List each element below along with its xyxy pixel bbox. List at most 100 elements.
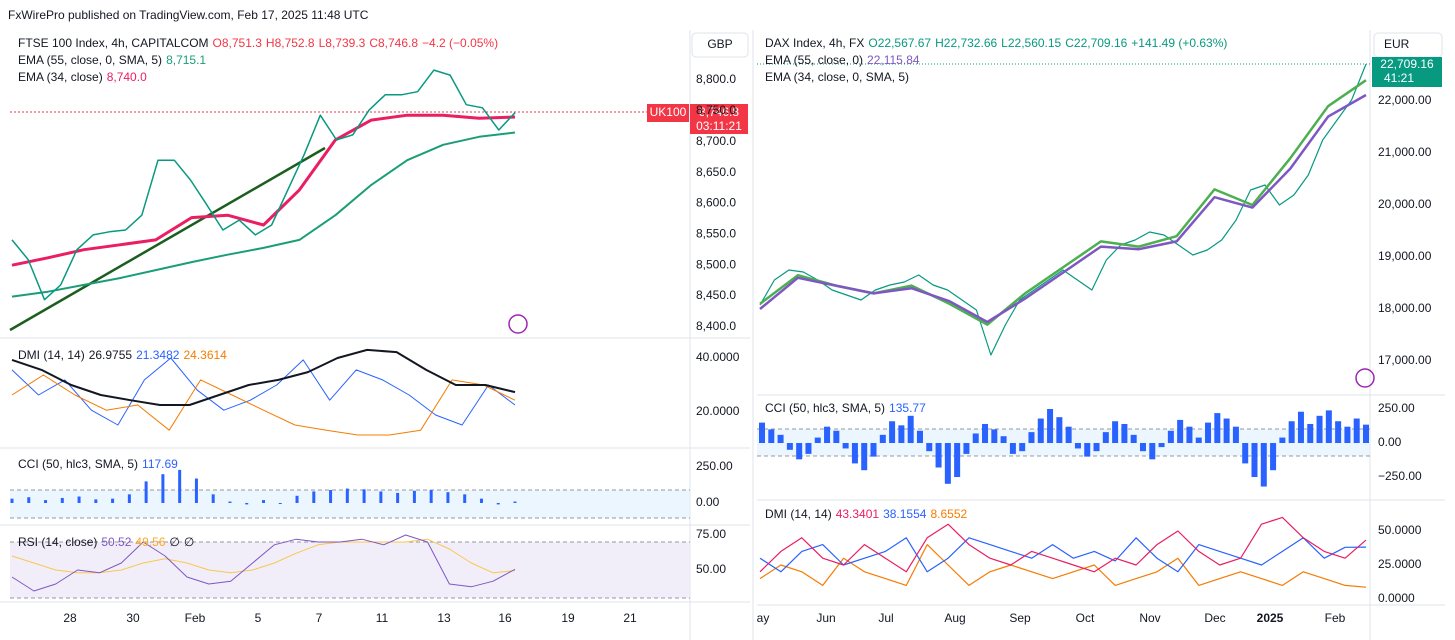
plus-line (759, 537, 1367, 573)
cci-legend: CCI (50, hlc3, SMA, 5) 135.77 (765, 401, 926, 415)
badge-price: 8,746.8 (699, 105, 739, 119)
symbol: FTSE 100 Index, 4h, CAPITALCOM (18, 36, 209, 50)
cci-bar (898, 425, 905, 444)
adx-value: 26.9755 (88, 348, 133, 362)
ema34-line (11, 113, 516, 267)
label: CCI (50, hlc3, SMA, 5) (18, 457, 139, 471)
x-tick-label: Sep (1009, 611, 1031, 625)
cci-legend: CCI (50, hlc3, SMA, 5) 117.69 (18, 457, 178, 471)
cci-bar (1251, 443, 1258, 478)
pane-separators (0, 337, 1445, 606)
cci-bar (1325, 410, 1332, 444)
y-tick-label: −250.00 (1378, 469, 1422, 483)
open: O8,751.3 (212, 36, 262, 50)
close: C22,709.16 (1065, 36, 1128, 50)
cci-bar (228, 501, 232, 503)
cci-bar (1074, 443, 1081, 449)
cci-band (10, 490, 690, 518)
ema-value: 8,715.1 (166, 53, 207, 67)
cci-bar (1344, 426, 1351, 444)
symbol: DAX Index, 4h, FX (765, 36, 865, 50)
legend: DAX Index, 4h, FX O22,567.67 H22,732.66 … (765, 36, 1227, 50)
cci-bar (907, 415, 914, 444)
cci-bar (982, 423, 989, 444)
y-tick-label: 50.00 (696, 562, 726, 576)
cci-bar (513, 501, 517, 503)
cci-bar (1205, 422, 1212, 444)
cci-bar (1149, 443, 1156, 460)
x-tick-label: Aug (944, 611, 965, 625)
x-tick-label: Feb (185, 611, 206, 625)
plus-value: 38.1554 (883, 507, 927, 521)
cci-bar (412, 490, 416, 503)
cci-bar (295, 495, 299, 503)
event-icon[interactable] (508, 314, 528, 334)
x-tick-label: Oct (1076, 611, 1095, 625)
cci-bar (814, 437, 821, 444)
y-tick-label: 8,650.0 (696, 165, 736, 179)
y-tick-label: 17,000.00 (1378, 353, 1432, 367)
value: 50.52 (101, 535, 132, 549)
extra: ∅ (169, 535, 180, 549)
close-line (759, 63, 1367, 356)
y-tick-label: 0.0000 (1378, 591, 1415, 605)
x-tick-label: 7 (316, 611, 323, 625)
cci-bar (889, 421, 896, 444)
x-tick-label: 28 (63, 611, 77, 625)
cci-bar (479, 498, 483, 503)
minus-line (11, 374, 516, 436)
cci-bar (1242, 443, 1249, 464)
currency-box[interactable] (691, 32, 749, 58)
y-tick-label: 8,550.0 (696, 226, 736, 240)
cci-bar (429, 490, 433, 503)
open: O22,567.67 (868, 36, 932, 50)
cci-bar (768, 429, 775, 444)
badge-price-bg (1372, 57, 1442, 87)
event-icon[interactable] (1355, 368, 1375, 388)
adx-line (11, 348, 516, 406)
ema-legend: EMA (34, close, 0, SMA, 5) (765, 70, 909, 84)
change: −4.2 (−0.05%) (422, 36, 499, 50)
x-tick-label: ay (757, 611, 770, 625)
cci-bar (245, 502, 249, 505)
minus-line (759, 544, 1367, 588)
cci-bar (1335, 421, 1342, 444)
y-tick-label: 21,000.00 (1378, 145, 1432, 159)
x-tick-label: 30 (126, 611, 140, 625)
rsi-legend: RSI (14, close) 50.52 49.56 ∅ ∅ (18, 535, 194, 549)
cci-bar (1056, 417, 1063, 444)
cci-bar (1195, 437, 1202, 444)
plus-value: 21.3482 (136, 348, 180, 362)
badge-symbol: UK100 (650, 105, 687, 119)
ma-value: 49.56 (135, 535, 166, 549)
cci-bar (161, 474, 165, 503)
ema-label: EMA (34, close) (18, 70, 103, 84)
label: DMI (14, 14) (765, 507, 832, 521)
y-tick-label: 20,000.00 (1378, 197, 1432, 211)
x-tick-label: Jul (878, 611, 893, 625)
y-tick-label: 18,000.00 (1378, 301, 1432, 315)
high: H22,732.66 (935, 36, 998, 50)
x-tick-label: 19 (561, 611, 575, 625)
cci-bar (1214, 413, 1221, 444)
close-line (11, 69, 516, 301)
y-tick-label: 8,700.0 (696, 134, 736, 148)
cci-bar (194, 478, 198, 503)
x-tick-label: 2025 (1257, 611, 1284, 625)
y-tick-label: 250.00 (696, 459, 733, 473)
y-tick-label: 50.0000 (1378, 523, 1422, 537)
cci-bar (1270, 443, 1277, 471)
ema-value: 8,740.0 (106, 70, 147, 84)
cci-bar (916, 430, 923, 444)
badge-price: 22,709.16 (1380, 57, 1434, 71)
y-tick-label: 0.00 (1378, 435, 1402, 449)
cci-bar (496, 502, 500, 505)
x-tick-label: 13 (437, 611, 451, 625)
ema-legend: EMA (55, close, 0, SMA, 5) 8,715.1 (18, 53, 206, 67)
cci-bar (805, 443, 812, 454)
header-text: FxWirePro published on TradingView.com, … (8, 8, 369, 22)
plus-line (11, 357, 516, 426)
adx-line (759, 516, 1367, 573)
extra: ∅ (183, 535, 195, 549)
cci-bar (1019, 443, 1026, 452)
